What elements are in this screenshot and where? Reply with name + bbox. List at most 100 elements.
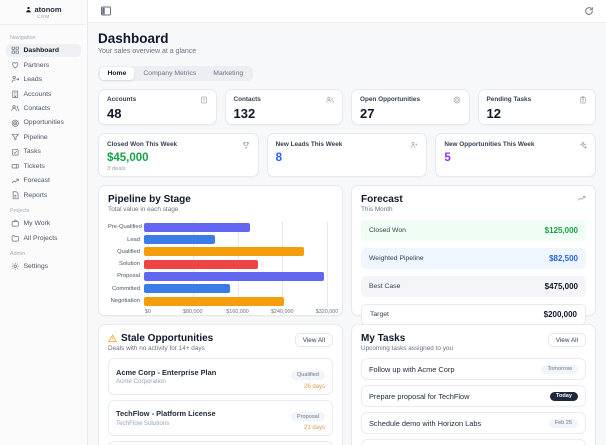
days-stale: 21 days [303, 425, 325, 432]
closed-won-card: Closed Won This Week $45,000 3 deals [98, 133, 259, 178]
week-cards-row: Closed Won This Week $45,000 3 deals New… [98, 133, 596, 178]
sparkles-icon [579, 141, 587, 150]
forecast-row-best-case: Best Case $475,000 [361, 276, 586, 298]
task-row[interactable]: Prepare proposal for TechFlow Today [361, 385, 586, 408]
forecast-subtitle: This Month [361, 206, 393, 214]
dashboard-tabs: Home Company Metrics Marketing [98, 65, 253, 82]
sidebar-item-label: Settings [23, 262, 49, 270]
bar-track [144, 222, 327, 232]
sidebar-item-leads[interactable]: Leads [6, 73, 81, 86]
nav-section-label: Navigation [10, 35, 36, 41]
tab-home[interactable]: Home [99, 67, 135, 80]
due-badge: Today [549, 391, 578, 401]
task-title: Prepare proposal for TechFlow [369, 391, 470, 401]
forecast-row-target: Target $200,000 [361, 304, 586, 326]
due-badge: Tomorrow [541, 364, 578, 374]
stale-opportunities-panel: Stale Opportunities Deals with no activi… [98, 324, 343, 445]
sidebar-item-all-projects[interactable]: All Projects [6, 231, 81, 244]
app-logo: atonom CRM [0, 0, 87, 25]
y-category-label: Solution [119, 261, 140, 268]
task-row[interactable]: Follow up with Acme Corp Tomorrow [361, 358, 586, 381]
stale-opportunity-row[interactable]: TechFlow - Platform License TechFlow Sol… [108, 399, 333, 437]
bar-track [144, 247, 327, 257]
sidebar-item-opportunities[interactable]: Opportunities [6, 116, 81, 129]
dashboard-content: Dashboard Your sales overview at a glanc… [88, 23, 606, 445]
sidebar-item-settings[interactable]: Settings [6, 260, 81, 273]
trending-up-icon [11, 177, 20, 186]
forecast-title: Forecast [361, 194, 403, 206]
target-icon [11, 119, 20, 128]
sidebar-item-tickets[interactable]: Tickets [6, 160, 81, 173]
dashboard-icon [11, 46, 20, 55]
stat-label: Contacts [233, 96, 261, 104]
stale-view-all-button[interactable]: View All [294, 333, 333, 348]
chart-rows: Pre-Qualified Lead Qualified Solution Propos… [108, 221, 333, 307]
funnel-icon [11, 133, 20, 142]
forecast-panel: Forecast This Month Closed Won $125,000 … [351, 185, 596, 326]
folder-icon [11, 234, 20, 243]
bar-track [144, 259, 327, 269]
stat-card-pending-tasks: Pending Tasks 12 [477, 89, 596, 126]
sidebar-item-label: Dashboard [23, 47, 60, 55]
task-title: Follow up with Acme Corp [369, 364, 455, 374]
pipeline-chart: Pre-Qualified Lead Qualified Solution Propos… [108, 221, 338, 317]
task-row[interactable]: Review contract terms - Pinnacle Feb 27 [361, 439, 586, 445]
pipeline-bar-lead [144, 235, 216, 245]
sidebar: atonom CRM Navigation Dashboard Partners… [0, 0, 88, 445]
sidebar-item-pipeline[interactable]: Pipeline [6, 131, 81, 144]
my-tasks-panel: My Tasks Upcoming tasks assigned to you … [351, 324, 596, 445]
my-tasks-subtitle: Upcoming tasks assigned to you [361, 345, 454, 353]
new-opportunities-value: 5 [444, 152, 451, 165]
user-arrow-icon [11, 75, 20, 84]
forecast-label: Target [370, 311, 389, 319]
sidebar-item-forecast[interactable]: Forecast [6, 174, 81, 187]
nav-section-label: Admin [10, 250, 26, 257]
y-category-label: Qualified [117, 248, 140, 255]
week-card-label: Closed Won This Week [107, 141, 178, 149]
sidebar-item-contacts[interactable]: Contacts [6, 102, 81, 115]
sidebar-toggle-button[interactable] [98, 3, 114, 19]
stat-value: 132 [233, 106, 256, 122]
page-title: Dashboard [98, 31, 169, 46]
bottom-panels-row: Stale Opportunities Deals with no activi… [98, 324, 596, 445]
sidebar-item-label: Tickets [23, 162, 45, 170]
chart-row: Proposal [108, 270, 333, 282]
topbar [88, 0, 606, 23]
bar-track [144, 284, 327, 294]
gridline [282, 221, 284, 308]
panel-left-icon [100, 5, 112, 17]
sidebar-item-reports[interactable]: Reports [6, 189, 81, 202]
sidebar-item-label: Pipeline [23, 133, 48, 141]
stale-opportunity-row[interactable]: Acme Corp - Enterprise Plan Acme Corpora… [108, 358, 333, 395]
stale-opportunities-list: Acme Corp - Enterprise Plan Acme Corpora… [108, 358, 333, 445]
sidebar-item-my-work[interactable]: My Work [6, 217, 81, 230]
logo-subtitle: CRM [37, 15, 50, 20]
x-tick-label: $80,000 [183, 309, 203, 316]
bar-track [144, 235, 327, 245]
opportunity-name: Acme Corp - Enterprise Plan [116, 367, 217, 377]
pipeline-bar-negotiation [144, 296, 285, 306]
tab-marketing[interactable]: Marketing [205, 67, 251, 79]
tasks-view-all-button[interactable]: View All [547, 333, 586, 348]
refresh-button[interactable] [582, 4, 596, 18]
stat-label: Open Opportunities [360, 96, 420, 104]
users-icon [326, 96, 334, 104]
stale-opportunity-row[interactable]: Pinnacle - Annual Subscription Pinnacle … [108, 441, 333, 445]
sidebar-item-dashboard[interactable]: Dashboard [6, 44, 81, 58]
y-category-label: Negotiation [110, 298, 140, 305]
due-badge: Feb 25 [548, 418, 578, 428]
nav-section-label: Projects [10, 207, 30, 214]
task-row[interactable]: Schedule demo with Horizon Labs Feb 25 [361, 412, 586, 435]
y-category-label: Pre-Qualified [108, 224, 142, 231]
stat-card-accounts: Accounts 48 [98, 89, 217, 126]
sidebar-item-tasks[interactable]: Tasks [6, 145, 81, 158]
tab-company-metrics[interactable]: Company Metrics [135, 67, 204, 79]
sidebar-item-partners[interactable]: Partners [6, 58, 81, 71]
forecast-value: $82,500 [549, 254, 578, 264]
y-category-label: Proposal [117, 273, 140, 280]
pipeline-chart-subtitle: Total value in each stage [108, 206, 179, 214]
sidebar-item-label: Leads [23, 76, 43, 84]
handshake-icon [11, 61, 20, 70]
sidebar-item-accounts[interactable]: Accounts [6, 87, 81, 100]
main-area: Dashboard Your sales overview at a glanc… [88, 0, 606, 445]
